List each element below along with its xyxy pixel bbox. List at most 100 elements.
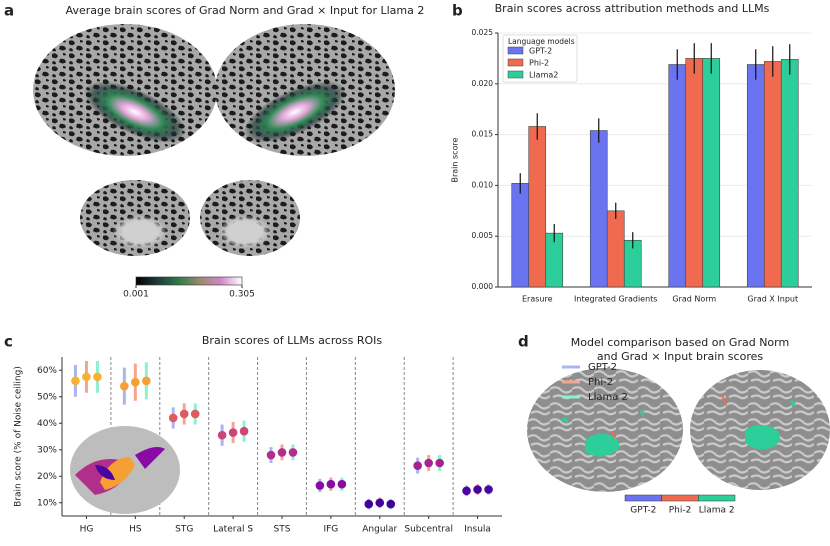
dot: [315, 481, 325, 490]
legend-swatch: [507, 46, 524, 55]
legend-swatch: [507, 70, 524, 79]
legend-label: Phi-2: [588, 377, 613, 388]
dot: [424, 458, 433, 468]
activation: [244, 81, 346, 143]
legend-swatch: [507, 58, 524, 67]
x-tick-label: STG: [175, 525, 193, 535]
y-tick-label: 0.005: [472, 231, 494, 240]
y-axis-label: Brain score (% of Noise ceiling): [14, 366, 24, 507]
roi: [135, 447, 165, 469]
dot: [413, 461, 422, 470]
dot: [386, 499, 396, 509]
x-tick-label: HS: [129, 525, 142, 535]
x-tick-label: Grad X Input: [747, 295, 798, 304]
y-tick-label: 10%: [37, 498, 57, 508]
legend-title: Language models: [508, 37, 575, 46]
bar: [746, 64, 765, 288]
dot: [326, 479, 336, 489]
dot: [217, 430, 227, 440]
bar: [511, 183, 530, 288]
chart-title: Brain scores of LLMs across ROIs: [202, 334, 382, 347]
y-tick-label: 0.025: [472, 28, 494, 37]
legend-label: GPT-2: [588, 362, 617, 373]
dot: [131, 377, 140, 387]
legend-label: Phi-2: [529, 59, 549, 68]
y-tick-label: 30%: [37, 445, 57, 455]
x-tick-label: Grad Norm: [672, 295, 716, 304]
highlight: [560, 410, 645, 457]
inset-brain: [70, 426, 180, 514]
y-tick-label: 50%: [37, 392, 57, 402]
activation: [84, 81, 186, 143]
roi: [100, 457, 135, 490]
x-tick-label: Angular: [362, 525, 397, 535]
medial-wall: [207, 208, 283, 256]
y-tick-label: 60%: [37, 366, 57, 376]
legend-label: GPT-2: [630, 506, 656, 516]
legend-swatch: [698, 494, 736, 502]
dot: [375, 498, 385, 508]
panel-letter: d: [518, 333, 529, 351]
panel-letter: a: [4, 2, 14, 20]
chart-title: Brain scores across attribution methods …: [495, 2, 770, 15]
dot: [484, 485, 493, 494]
legend-label: Phi-2: [669, 506, 692, 516]
bar: [763, 61, 782, 288]
x-tick-label: Insula: [464, 525, 491, 535]
dot: [142, 376, 151, 386]
brain-images-d: [527, 368, 830, 492]
bar: [528, 126, 547, 288]
colorbar-label: 0.001: [123, 290, 149, 300]
dot: [228, 428, 238, 437]
dot: [288, 448, 298, 457]
medial-wall: [100, 208, 180, 256]
bar: [685, 58, 704, 288]
dot: [82, 372, 91, 382]
x-tick-label: Integrated Gradients: [574, 295, 657, 304]
dot: [179, 409, 189, 419]
chart-title: Average brain scores of Grad Norm and Gr…: [66, 4, 425, 17]
bar: [668, 64, 687, 288]
highlight: [745, 400, 796, 450]
y-tick-label: 0.000: [472, 282, 494, 291]
colorbar-label: 0.305: [229, 290, 255, 300]
x-tick-label: Erasure: [522, 295, 553, 304]
x-tick-label: Lateral S: [213, 525, 253, 535]
chart-title: and Grad × Input brain scores: [597, 350, 763, 363]
roi: [95, 465, 115, 480]
y-tick-label: 40%: [37, 419, 57, 429]
dot: [266, 450, 276, 460]
panel-letter: b: [452, 2, 463, 20]
x-tick-label: IFG: [323, 525, 338, 535]
x-tick-label: STS: [274, 525, 291, 535]
bar: [589, 130, 608, 288]
bar: [606, 210, 625, 288]
dot: [168, 413, 178, 423]
panel-letter: c: [4, 333, 13, 351]
y-tick-label: 0.010: [472, 180, 494, 189]
dot: [435, 458, 444, 468]
brain-left: [527, 368, 683, 492]
brain-images-a: [33, 24, 395, 256]
x-tick-label: HG: [80, 525, 94, 535]
dot: [190, 409, 200, 419]
dot: [71, 376, 80, 386]
dot: [337, 479, 347, 489]
legend-label: GPT-2: [529, 47, 552, 56]
bar: [702, 58, 721, 288]
legend-label: Llama 2: [588, 392, 628, 403]
colorbar: [135, 276, 243, 286]
bar: [780, 59, 799, 288]
dot: [473, 485, 482, 494]
highlight: [611, 394, 727, 439]
legend-label: Llama2: [529, 71, 558, 80]
y-tick-label: 0.015: [472, 130, 494, 139]
dot: [93, 372, 102, 382]
dot: [277, 448, 287, 457]
legend-label: Llama 2: [699, 506, 735, 516]
dot: [120, 381, 129, 391]
legend-swatch: [661, 494, 699, 502]
x-tick-label: Subcentral: [404, 525, 453, 535]
dot: [239, 426, 249, 436]
